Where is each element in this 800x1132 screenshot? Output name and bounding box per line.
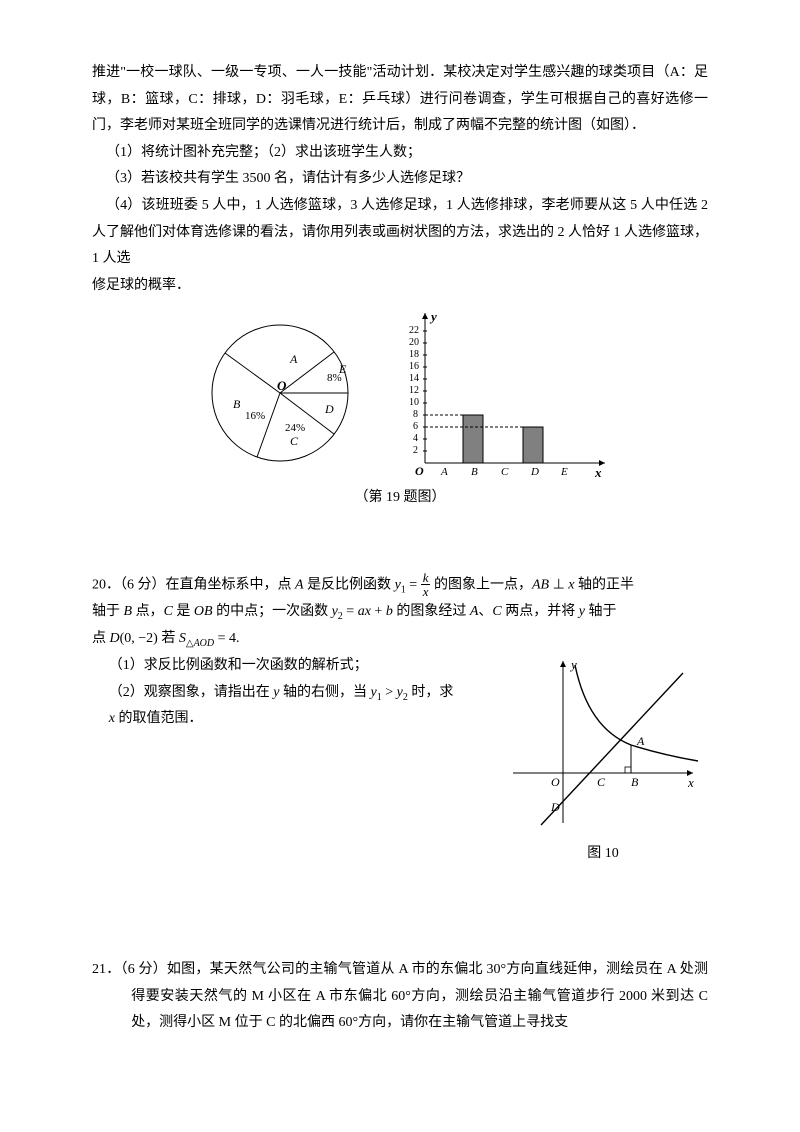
svg-text:O: O: [551, 775, 560, 789]
q20-sub2: （2）观察图象，请指出在 y 轴的右侧，当 y1 > y2 时，求: [109, 680, 498, 707]
q19-figures: A 8% E D 24% C 16% B O 2 4 6 8 10 12: [92, 303, 708, 483]
svg-text:22: 22: [409, 325, 419, 336]
svg-text:D: D: [550, 800, 560, 814]
svg-text:18: 18: [409, 349, 419, 360]
svg-text:6: 6: [413, 421, 418, 432]
bar-yticks: 2 4 6 8 10 12 14 16 18 20 22: [409, 325, 419, 456]
svg-text:x: x: [687, 775, 694, 790]
pie-label-b: B: [233, 397, 241, 411]
q20-line2: 轴于 B 点，C 是 OB 的中点；一次函数 y2 = ax + b 的图象经过…: [92, 599, 708, 626]
q20-sub3: x 的取值范围．: [109, 706, 498, 733]
q19-caption: （第 19 题图）: [92, 485, 708, 512]
pie-label-c: C: [290, 434, 299, 448]
svg-text:C: C: [597, 775, 606, 789]
svg-text:y: y: [569, 657, 577, 672]
q20-line3: 点 D(0, −2) 若 S△AOD = 4.: [92, 626, 708, 653]
q20-line1: 20．（6 分）在直角坐标系中，点 A 是反比例函数 y1 = kx 的图象上一…: [92, 572, 708, 600]
svg-text:E: E: [560, 466, 568, 478]
svg-text:D: D: [530, 466, 539, 478]
svg-text:A: A: [440, 466, 448, 478]
svg-text:20: 20: [409, 337, 419, 348]
q21: 21．（6 分）如图，某天然气公司的主输气管道从 A 市的东偏北 30°方向直线…: [92, 957, 708, 1037]
pie-label-a: A: [289, 352, 298, 366]
pie-label-d: D: [324, 402, 334, 416]
bar-x-axis-label: x: [594, 465, 602, 480]
pie-chart: A 8% E D 24% C 16% B O: [185, 313, 375, 473]
svg-text:B: B: [631, 775, 639, 789]
bar-y-axis-label: y: [429, 309, 437, 324]
svg-text:12: 12: [409, 385, 419, 396]
q20-graph: O A B C D x y: [503, 653, 703, 828]
pie-center-o: O: [277, 378, 287, 393]
bar-chart: 2 4 6 8 10 12 14 16 18 20 22: [395, 303, 615, 483]
q21-text: 21．（6 分）如图，某天然气公司的主输气管道从 A 市的东偏北 30°方向直线…: [92, 957, 708, 1037]
q20-graph-caption: 图 10: [498, 841, 708, 868]
svg-text:16: 16: [409, 361, 419, 372]
svg-text:C: C: [501, 466, 509, 478]
bar-d: [523, 427, 543, 463]
svg-text:10: 10: [409, 397, 419, 408]
q19-sub12: （1）将统计图补充完整；（2）求出该班学生人数；: [92, 140, 708, 167]
q19-intro: 推进"一校一球队、一级一专项、一人一技能"活动计划．某校决定对学生感兴趣的球类项…: [92, 60, 708, 140]
svg-text:B: B: [471, 466, 478, 478]
q19-sub4: （4）该班班委 5 人中，1 人选修篮球，3 人选修足球，1 人选修排球，李老师…: [92, 193, 708, 273]
pie-label-e: E: [338, 362, 347, 376]
svg-text:A: A: [636, 734, 645, 748]
bar-origin: O: [415, 464, 424, 478]
svg-text:8: 8: [413, 409, 418, 420]
q19-sub4b: 修足球的概率．: [92, 273, 708, 300]
bar-xlabels: A B C D E: [440, 466, 568, 478]
svg-text:2: 2: [413, 445, 418, 456]
q20-sub1: （1）求反比例函数和一次函数的解析式；: [109, 653, 498, 680]
svg-text:14: 14: [409, 373, 419, 384]
svg-text:4: 4: [413, 433, 418, 444]
pie-pct-c: 24%: [285, 422, 305, 434]
pie-pct-b: 16%: [245, 410, 265, 422]
q19-sub3: （3）若该校共有学生 3500 名，请估计有多少人选修足球？: [92, 166, 708, 193]
bar-b: [463, 415, 483, 463]
q20: 20．（6 分）在直角坐标系中，点 A 是反比例函数 y1 = kx 的图象上一…: [92, 572, 708, 867]
